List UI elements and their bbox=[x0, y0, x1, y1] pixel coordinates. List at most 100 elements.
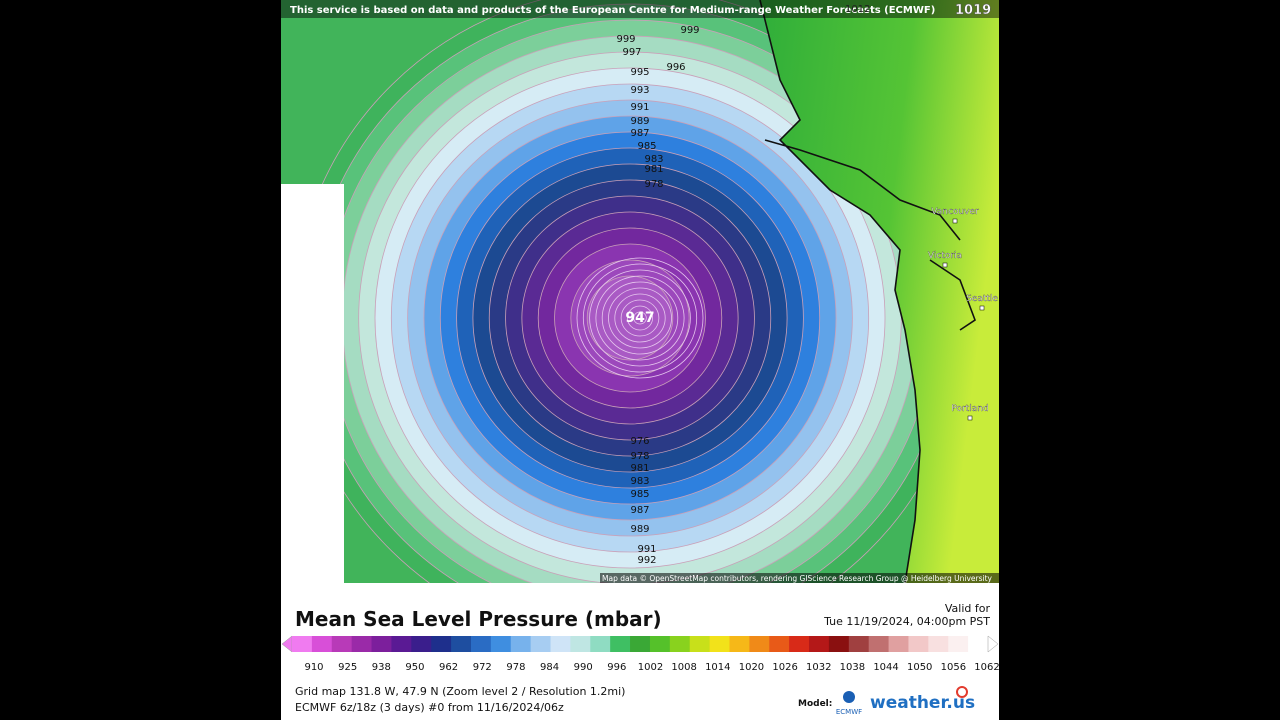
scale-swatch bbox=[451, 636, 472, 652]
scale-tick-label: 1032 bbox=[806, 662, 831, 673]
scale-swatch bbox=[868, 636, 890, 652]
model-label: Model: bbox=[798, 699, 832, 709]
model-name: ECMWF bbox=[836, 708, 862, 716]
scale-swatch bbox=[351, 636, 373, 652]
scale-tick-label: 1038 bbox=[840, 662, 865, 673]
scale-tick-label: 978 bbox=[506, 662, 525, 673]
scale-tick-label: 972 bbox=[473, 662, 492, 673]
contour-label: 989 bbox=[630, 524, 649, 535]
contour-label: 999 bbox=[616, 34, 635, 45]
contour-label: 978 bbox=[644, 179, 663, 190]
credit-bar bbox=[600, 573, 999, 583]
scale-end bbox=[987, 635, 999, 653]
scale-swatch bbox=[789, 636, 810, 652]
scale-swatch bbox=[769, 636, 790, 652]
land bbox=[760, 0, 999, 583]
contour-label: 987 bbox=[630, 128, 649, 139]
scale-tick-label: 1050 bbox=[907, 662, 932, 673]
scale-swatch bbox=[848, 636, 870, 652]
scale-swatch bbox=[689, 636, 711, 652]
contour-label: 1012 bbox=[845, 4, 870, 15]
scale-tick-label: 996 bbox=[607, 662, 626, 673]
city-marker bbox=[967, 415, 973, 421]
scale-tick-label: 1008 bbox=[671, 662, 696, 673]
contour-label: 995 bbox=[630, 67, 649, 78]
scale-swatch bbox=[530, 636, 552, 652]
scale-swatch bbox=[510, 636, 532, 652]
scale-tick-label: 1056 bbox=[941, 662, 966, 673]
city-label: Portland bbox=[951, 404, 988, 414]
scale-swatch bbox=[490, 636, 512, 652]
scale-swatch bbox=[809, 636, 830, 652]
scale-swatch bbox=[411, 636, 432, 652]
scale-swatch bbox=[749, 636, 770, 652]
isobar bbox=[601, 281, 679, 355]
scale-tick-label: 962 bbox=[439, 662, 458, 673]
blank-tile bbox=[281, 184, 344, 583]
scale-swatch bbox=[968, 636, 989, 652]
scale-tick-label: 1044 bbox=[873, 662, 898, 673]
contour-label: 981 bbox=[644, 164, 663, 175]
isobar bbox=[614, 293, 666, 343]
scale-swatch bbox=[649, 636, 671, 652]
city-label: Vancouver bbox=[931, 207, 979, 217]
scale-swatch bbox=[371, 636, 392, 652]
scale-swatch bbox=[908, 636, 929, 652]
scale-tick-label: 910 bbox=[304, 662, 323, 673]
ecmwf-logo bbox=[843, 691, 855, 703]
contour-label: 987 bbox=[630, 505, 649, 516]
scale-swatch bbox=[928, 636, 949, 652]
brand-logo bbox=[956, 686, 968, 698]
valid-time: Tue 11/19/2024, 04:00pm PST bbox=[823, 615, 990, 628]
pressure-field bbox=[293, 0, 967, 583]
scale-swatch bbox=[570, 636, 591, 652]
coastline bbox=[759, 0, 976, 583]
contour-label: 983 bbox=[630, 476, 649, 487]
scale-tick-label: 950 bbox=[405, 662, 424, 673]
city-label: Seattle bbox=[966, 294, 998, 304]
scale-swatch bbox=[292, 636, 313, 652]
scale-swatch bbox=[709, 636, 730, 652]
map-credit: Map data © OpenStreetMap contributors, r… bbox=[602, 574, 993, 583]
scale-swatch bbox=[888, 636, 909, 652]
contour-label: 992 bbox=[637, 555, 656, 566]
run-info: ECMWF 6z/18z (3 days) #0 from 11/16/2024… bbox=[295, 701, 564, 714]
isobar bbox=[589, 269, 691, 367]
scale-swatch bbox=[669, 636, 691, 652]
attribution-bar bbox=[281, 0, 999, 18]
scale-tick-label: 938 bbox=[372, 662, 391, 673]
scale-tick-label: 1014 bbox=[705, 662, 730, 673]
contour-label: 985 bbox=[637, 141, 656, 152]
scale-swatch bbox=[630, 636, 651, 652]
city-marker bbox=[979, 305, 985, 311]
scale-swatch bbox=[550, 636, 571, 652]
city-marker bbox=[942, 262, 948, 268]
contour-label: 991 bbox=[630, 102, 649, 113]
isobar bbox=[576, 257, 704, 379]
city-marker bbox=[952, 218, 958, 224]
scale-swatch bbox=[610, 636, 631, 652]
pressure-band bbox=[586, 275, 674, 361]
attribution: This service is based on data and produc… bbox=[290, 5, 935, 16]
isobar bbox=[608, 287, 672, 349]
scale-tick-label: 1026 bbox=[772, 662, 797, 673]
isobar bbox=[595, 275, 685, 361]
contour-label: 991 bbox=[637, 544, 656, 555]
isobar bbox=[633, 311, 647, 325]
isobar bbox=[627, 305, 654, 331]
scale-swatch bbox=[311, 636, 333, 652]
contour-label: 985 bbox=[630, 489, 649, 500]
contour-label: 999 bbox=[680, 25, 699, 36]
scale-tick-label: 1020 bbox=[739, 662, 764, 673]
contour-label: 983 bbox=[644, 154, 663, 165]
grid-info: Grid map 131.8 W, 47.9 N (Zoom level 2 /… bbox=[295, 685, 625, 698]
scale-swatch bbox=[391, 636, 412, 652]
contour-label: 993 bbox=[630, 85, 649, 96]
brand[interactable]: weather.us bbox=[870, 693, 975, 713]
contour-label: 976 bbox=[630, 436, 649, 447]
contour-label: 947 bbox=[625, 310, 654, 326]
isobar bbox=[582, 263, 698, 373]
scale-swatch bbox=[828, 636, 850, 652]
scale-swatch bbox=[470, 636, 492, 652]
